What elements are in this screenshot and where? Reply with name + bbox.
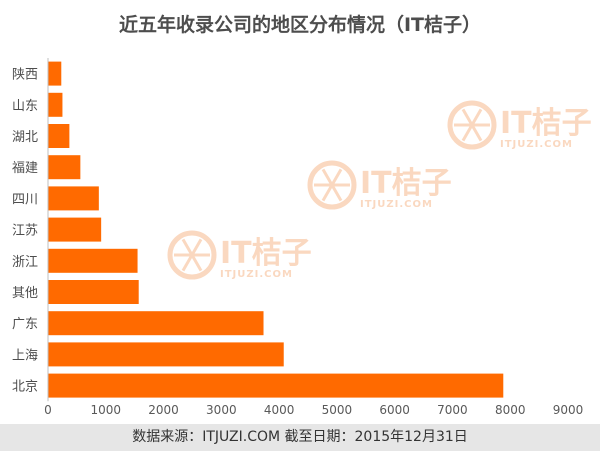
x-tick-label: 7000 [437, 403, 468, 417]
bar-湖北 [48, 124, 70, 148]
bar-江苏 [48, 217, 102, 242]
category-label: 北京 [12, 380, 38, 395]
category-label: 江苏 [12, 223, 38, 239]
chart-title: 近五年收录公司的地区分布情况（IT桔子） [118, 14, 482, 36]
bar-陕西 [48, 61, 62, 86]
bar-浙江 [48, 248, 138, 273]
category-label: 福建 [12, 161, 38, 176]
bar-山东 [48, 92, 63, 117]
x-tick-label: 8000 [495, 403, 526, 417]
x-tick-label: 5000 [322, 403, 353, 417]
bar-北京 [48, 373, 504, 398]
watermarks: IT桔子ITJUZI.COMIT桔子ITJUZI.COMIT桔子ITJUZI.C… [167, 100, 592, 280]
watermark-text: IT桔子 [220, 236, 312, 271]
watermark-subtext: ITJUZI.COM [500, 139, 573, 150]
x-tick-label: 2000 [148, 403, 179, 417]
x-tick-labels: 0 1000 2000 3000 4000 5000 6000 7000 8000 9000 [44, 403, 583, 417]
category-label: 陕西 [12, 68, 38, 83]
watermark-text: IT桔子 [500, 106, 592, 141]
bar-上海 [48, 342, 284, 367]
bar-四川 [48, 186, 99, 211]
x-tick-label: 3000 [206, 403, 237, 417]
category-label: 四川 [12, 192, 38, 207]
x-tick-label: 6000 [379, 403, 410, 417]
x-tick-label: 0 [44, 403, 52, 417]
bars-group [48, 61, 504, 398]
bar-福建 [48, 155, 81, 180]
bar-广东 [48, 311, 264, 336]
watermark-subtext: ITJUZI.COM [360, 199, 433, 210]
watermark-subtext: ITJUZI.COM [220, 269, 293, 280]
bar-其他 [48, 280, 139, 304]
x-tick-label: 4000 [264, 403, 295, 417]
x-tick-label: 1000 [91, 403, 122, 417]
watermark-text: IT桔子 [360, 166, 452, 201]
category-label: 浙江 [12, 255, 38, 270]
category-label: 山东 [12, 99, 38, 114]
category-label: 广东 [12, 317, 38, 332]
source-footer: 数据来源：ITJUZI.COM 截至日期：2015年12月31日 [0, 424, 600, 451]
category-label: 湖北 [12, 130, 38, 145]
category-label: 其他 [12, 286, 38, 301]
x-tick-label: 9000 [553, 403, 584, 417]
category-label: 上海 [12, 348, 38, 363]
